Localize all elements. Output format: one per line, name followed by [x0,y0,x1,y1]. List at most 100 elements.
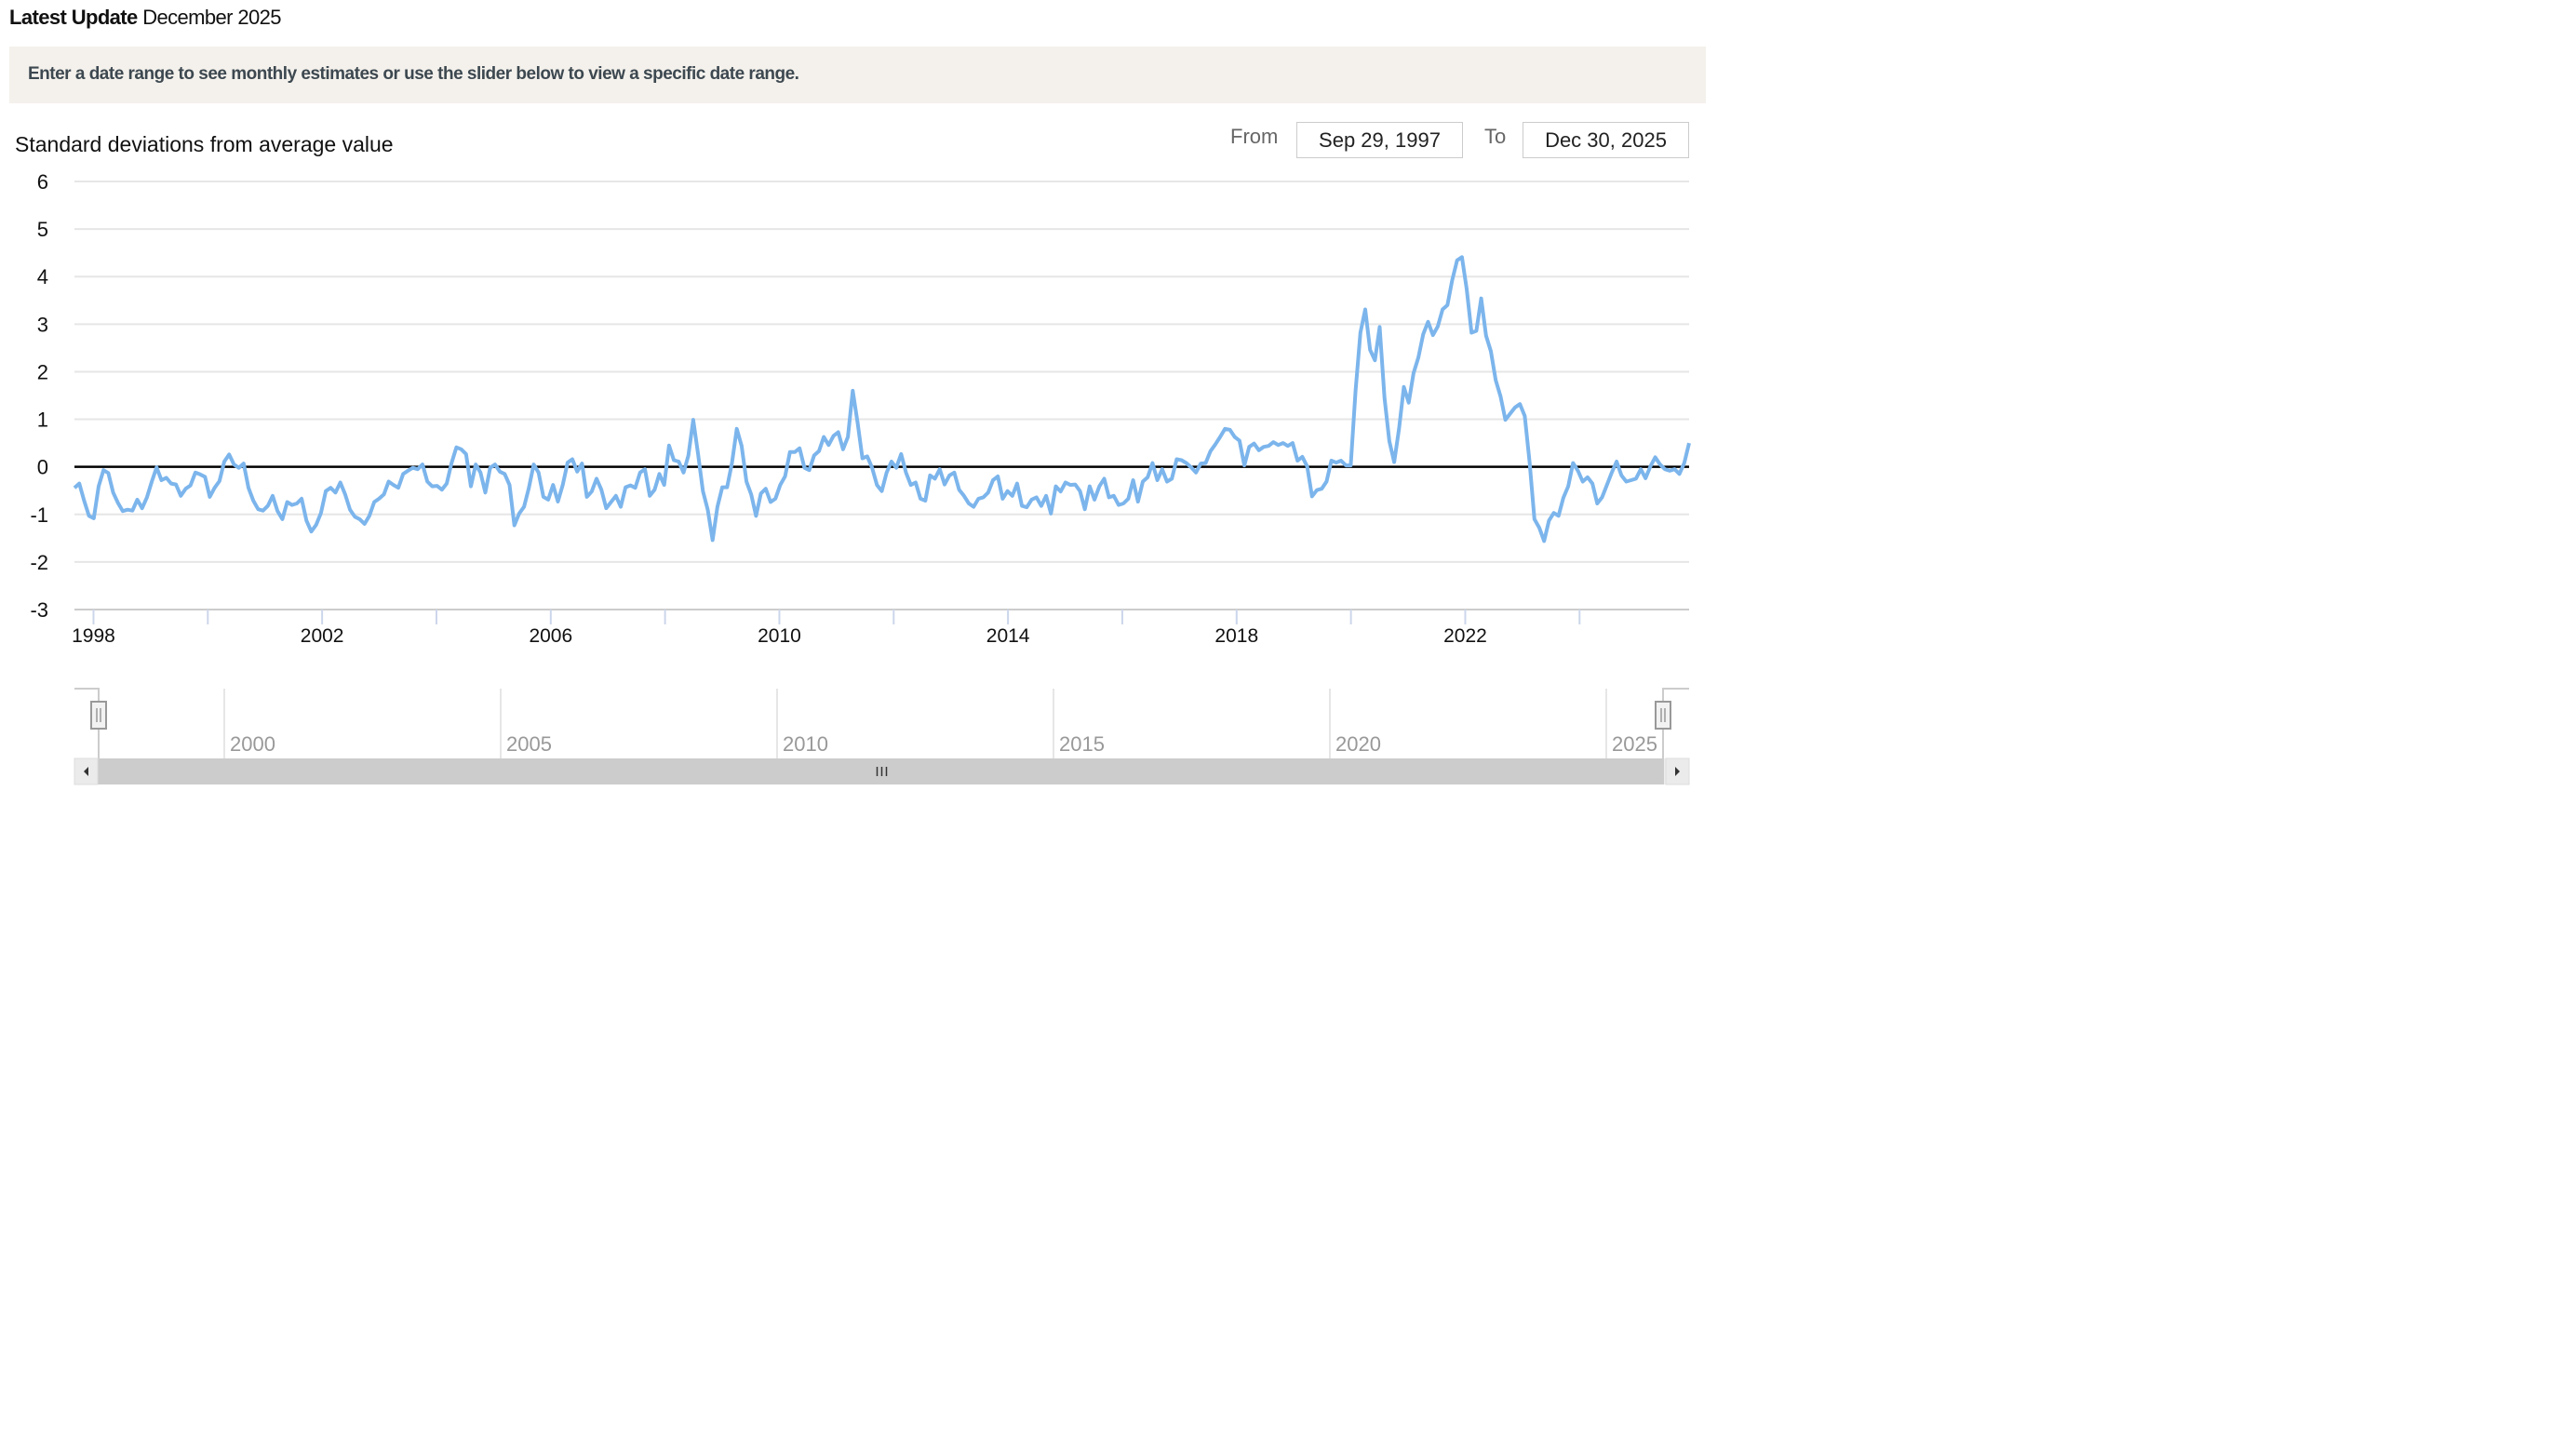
data-point [1348,463,1353,468]
data-point [913,480,919,486]
data-point [173,482,179,488]
instruction-banner: Enter a date range to see monthly estima… [9,47,1706,103]
navigator-label: 2020 [1335,732,1381,756]
data-point [212,485,218,490]
data-point [1160,466,1165,472]
from-label: From [1230,125,1279,148]
scroll-left-button[interactable] [74,758,99,785]
x-tick-label: 2002 [301,625,344,647]
data-point [1164,479,1170,485]
data-point [1174,456,1179,462]
data-point [932,476,938,481]
y-tick-label: 3 [37,313,48,336]
data-point [787,449,793,455]
data-point [1396,426,1402,432]
data-point [647,493,652,499]
data-point [555,499,560,504]
data-point [609,499,614,504]
data-point [893,465,899,471]
data-point [1256,448,1262,453]
data-point [1203,461,1209,466]
data-point [594,476,599,481]
data-point [1367,347,1373,353]
to-label: To [1484,125,1507,148]
navigator-label: 2010 [783,732,828,756]
data-point [1402,384,1407,390]
y-tick-label: -3 [30,598,48,622]
data-point [1323,479,1329,485]
data-point [783,474,788,479]
data-point [1299,454,1305,460]
data-point [1647,463,1653,469]
data-point [1188,464,1194,470]
data-point [986,489,991,495]
data-point [197,472,203,477]
data-point [1576,468,1581,474]
from-date-input[interactable] [1296,122,1463,158]
data-point [1358,330,1363,336]
data-point [318,510,324,516]
data-point [1275,442,1281,448]
data-point [1671,466,1677,472]
data-point [807,467,812,473]
data-point [990,477,996,483]
data-point [700,489,705,494]
data-point [72,485,77,490]
data-point [279,516,285,522]
arrow-right-icon [1675,767,1680,776]
data-point [149,479,154,485]
data-point [772,496,778,502]
data-point [1682,461,1687,466]
data-point [1116,503,1121,508]
data-point [801,465,807,471]
data-point [207,494,212,500]
y-tick-label: 1 [37,409,48,432]
data-point [1551,510,1557,516]
data-point [589,489,595,494]
data-point [1440,306,1445,312]
navigator[interactable] [74,689,1689,758]
navigator-label: 2005 [506,732,552,756]
data-point [507,482,513,488]
data-point [812,452,817,458]
data-point [869,465,875,471]
data-point [405,468,410,474]
data-point [1087,484,1093,489]
data-point [1270,439,1276,445]
data-point [1198,461,1203,466]
data-point [1677,471,1683,476]
data-point [1420,331,1426,337]
to-date-input[interactable] [1523,122,1689,158]
data-point [1295,458,1300,463]
data-point [120,508,126,514]
data-point [115,501,121,506]
data-point [579,461,584,466]
data-point [1541,538,1547,543]
data-point [651,487,657,492]
data-point [1653,454,1658,460]
data-point [1053,484,1059,489]
scrollbar-thumb[interactable] [98,758,1664,784]
data-point [662,482,667,488]
data-point [951,470,957,476]
data-point [957,487,962,492]
data-point [676,459,681,464]
data-point [704,507,710,513]
data-point [367,513,372,518]
navigator-handle-left[interactable] [90,701,107,730]
data-point [352,514,357,519]
data-point [275,508,280,514]
y-tick-label: -1 [30,503,48,527]
data-point [391,482,396,488]
data-point [966,501,972,506]
data-point [1629,477,1634,483]
data-point [1512,405,1518,410]
data-point [763,486,769,491]
data-point [193,470,198,476]
data-point [497,469,503,475]
data-point [937,466,943,472]
navigator-handle-right[interactable] [1655,701,1671,730]
data-point [918,496,923,502]
data-point [96,484,101,489]
data-point [1382,396,1388,401]
